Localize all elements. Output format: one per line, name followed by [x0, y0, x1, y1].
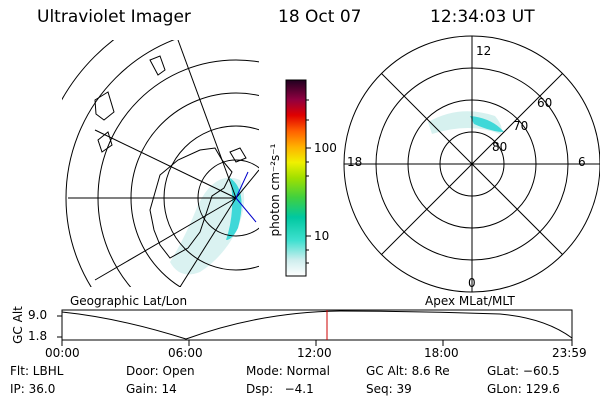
status-mode: Mode: Normal [246, 364, 330, 378]
status-ip: IP: 36.0 [10, 382, 56, 396]
status-glat: GLat: −60.5 [487, 364, 560, 378]
colorbar-unit-label: photon cm⁻²s⁻¹ [268, 143, 282, 237]
apex-polar-plot [343, 35, 600, 293]
status-seq: Seq: 39 [366, 382, 412, 396]
status-glon: GLon: 129.6 [487, 382, 560, 396]
altitude-ytick-1.8: 1.8 [28, 329, 48, 343]
altitude-xtick-1200: 12:00 [297, 346, 332, 360]
altitude-curve [61, 310, 573, 340]
time-label: 12:34:03 UT [430, 7, 535, 27]
status-door: Door: Open [126, 364, 195, 378]
status-gain: Gain: 14 [126, 382, 177, 396]
mlat-label-80: 80 [492, 140, 508, 154]
mlt-label-18: 18 [347, 155, 363, 169]
mlt-label-12: 12 [476, 44, 492, 58]
mlat-label-60: 60 [537, 96, 553, 110]
mlat-label-70: 70 [513, 119, 529, 133]
colorbar-tick-10: 10 [314, 229, 330, 243]
altitude-xtick-2359: 23:59 [552, 346, 587, 360]
date-label: 18 Oct 07 [278, 7, 362, 27]
altitude-ytick-9: 9.0 [28, 308, 48, 322]
auroral-emission-apex [428, 111, 502, 134]
colorbar-ticks [306, 99, 311, 264]
mlt-label-0: 0 [468, 276, 476, 290]
apex-panel-label: Apex MLat/MLT [425, 294, 515, 308]
geo-panel-label: Geographic Lat/Lon [70, 294, 188, 308]
status-dsp: Dsp: −4.1 [246, 382, 314, 396]
status-gc-alt: GC Alt: 8.6 Re [366, 364, 450, 378]
auroral-emission-geo [170, 177, 245, 275]
colorbar-tick-100: 100 [314, 141, 337, 155]
instrument-title: Ultraviolet Imager [37, 7, 191, 27]
status-flt: Flt: LBHL [10, 364, 64, 378]
altitude-plot [57, 309, 573, 346]
look-direction [235, 171, 257, 223]
altitude-xtick-0000: 00:00 [45, 346, 80, 360]
colorbar [285, 79, 307, 277]
coastline [149, 147, 233, 259]
altitude-xtick-1800: 18:00 [424, 346, 459, 360]
mlt-label-6: 6 [578, 155, 586, 169]
altitude-xtick-0600: 06:00 [168, 346, 203, 360]
geographic-map [62, 40, 259, 287]
altitude-ylabel: GC Alt [11, 306, 25, 344]
